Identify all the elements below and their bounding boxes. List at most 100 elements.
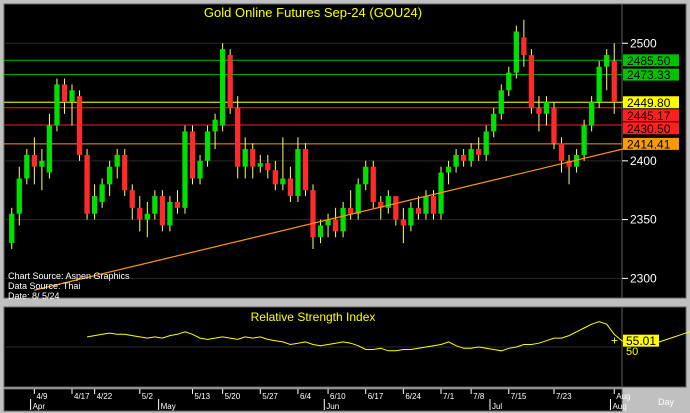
candle <box>212 113 218 150</box>
candle <box>453 149 459 173</box>
level-value-box <box>623 109 679 122</box>
candle <box>573 149 580 173</box>
candle-body <box>528 55 535 108</box>
candle <box>551 102 557 150</box>
candle <box>227 49 233 114</box>
candle <box>528 49 535 114</box>
candle <box>589 96 595 132</box>
candle <box>189 125 196 185</box>
x-tick-label: 7/23 <box>556 392 572 401</box>
candle-body <box>506 72 512 91</box>
candle <box>295 137 301 202</box>
candle-body <box>611 60 617 103</box>
x-tick-label: 6/24 <box>405 392 421 401</box>
candle-body <box>543 102 550 114</box>
candle <box>39 149 45 191</box>
x-tick-label: 5/13 <box>195 392 211 401</box>
candle <box>250 143 256 179</box>
candle-body <box>129 190 135 208</box>
candle <box>137 196 143 232</box>
candle-body <box>348 207 354 214</box>
candle <box>9 207 15 249</box>
candle-body <box>521 37 527 56</box>
level-value-label: 2445.17 <box>627 109 671 123</box>
candle-body <box>302 149 309 191</box>
candle-body <box>453 154 459 167</box>
price-axis: 230023502400245025002485.502473.332449.8… <box>622 36 679 285</box>
candle <box>54 78 60 132</box>
candle-body <box>242 149 248 167</box>
candle <box>122 149 128 197</box>
candle <box>114 149 120 179</box>
candle-body <box>122 154 128 191</box>
rsi-value-label: 55.01 <box>626 334 656 348</box>
candle <box>460 149 467 167</box>
level-value-label: 2430.50 <box>627 122 671 136</box>
candle <box>310 184 316 249</box>
candle <box>370 160 376 208</box>
level-value-box <box>623 96 679 109</box>
candle <box>99 178 105 208</box>
candle-body <box>363 166 369 185</box>
candle <box>174 190 181 214</box>
candle-body <box>182 131 188 208</box>
candle-body <box>558 143 565 161</box>
source-notes: Chart Source: Aspen Graphics Data Source… <box>8 271 130 301</box>
x-tick-label: 4/17 <box>74 392 90 401</box>
x-tick-label: 6/10 <box>330 392 346 401</box>
candle-body <box>415 207 422 214</box>
candle-body <box>498 90 504 114</box>
candle-body <box>235 107 241 167</box>
candle <box>197 154 203 185</box>
candle-body <box>491 113 497 132</box>
candle <box>521 19 527 67</box>
candle <box>363 160 369 191</box>
candle <box>332 207 339 238</box>
x-tick-label: 7/8 <box>473 392 485 401</box>
candle-body <box>189 131 196 179</box>
candle <box>476 137 482 161</box>
candle <box>152 190 158 220</box>
candle-body <box>167 201 173 226</box>
month-label: Apr <box>33 402 46 411</box>
candle <box>265 154 271 179</box>
candle-body <box>566 160 572 167</box>
x-tick-label: 6/17 <box>368 392 384 401</box>
candle-body <box>174 201 181 208</box>
candle <box>513 25 519 79</box>
candle <box>107 160 113 197</box>
rsi-axis-tick: 50 <box>626 346 638 358</box>
candle <box>566 154 572 185</box>
candle <box>219 43 226 132</box>
price-panel-background <box>3 3 623 299</box>
candle-body <box>46 125 53 173</box>
candle <box>69 84 75 126</box>
candle-body <box>310 190 316 238</box>
month-label: Jun <box>326 402 339 411</box>
x-tick-label: 6/4 <box>300 392 312 401</box>
candlestick-series <box>9 19 617 249</box>
candle <box>280 137 286 191</box>
candle <box>257 154 263 173</box>
candle-body <box>24 154 30 179</box>
candle-body <box>468 149 474 161</box>
candle-body <box>265 163 271 171</box>
candle-body <box>340 207 346 232</box>
rsi-last-value-marker: +55.01 <box>611 334 659 348</box>
price-tick-label: 2400 <box>630 154 657 168</box>
candle <box>129 184 135 220</box>
candle <box>182 125 188 214</box>
candle-body <box>604 55 610 67</box>
candle-body <box>400 219 407 226</box>
rsi-value-box <box>623 334 659 347</box>
candle-body <box>513 31 519 73</box>
candle-body <box>317 225 324 238</box>
candle-body <box>287 178 294 197</box>
candle-body <box>596 66 602 103</box>
candle-body <box>144 213 150 220</box>
candle-body <box>219 49 226 126</box>
candle-body <box>137 207 143 220</box>
candle <box>272 160 278 191</box>
support-trendline <box>34 143 645 291</box>
candle-body <box>325 219 331 226</box>
